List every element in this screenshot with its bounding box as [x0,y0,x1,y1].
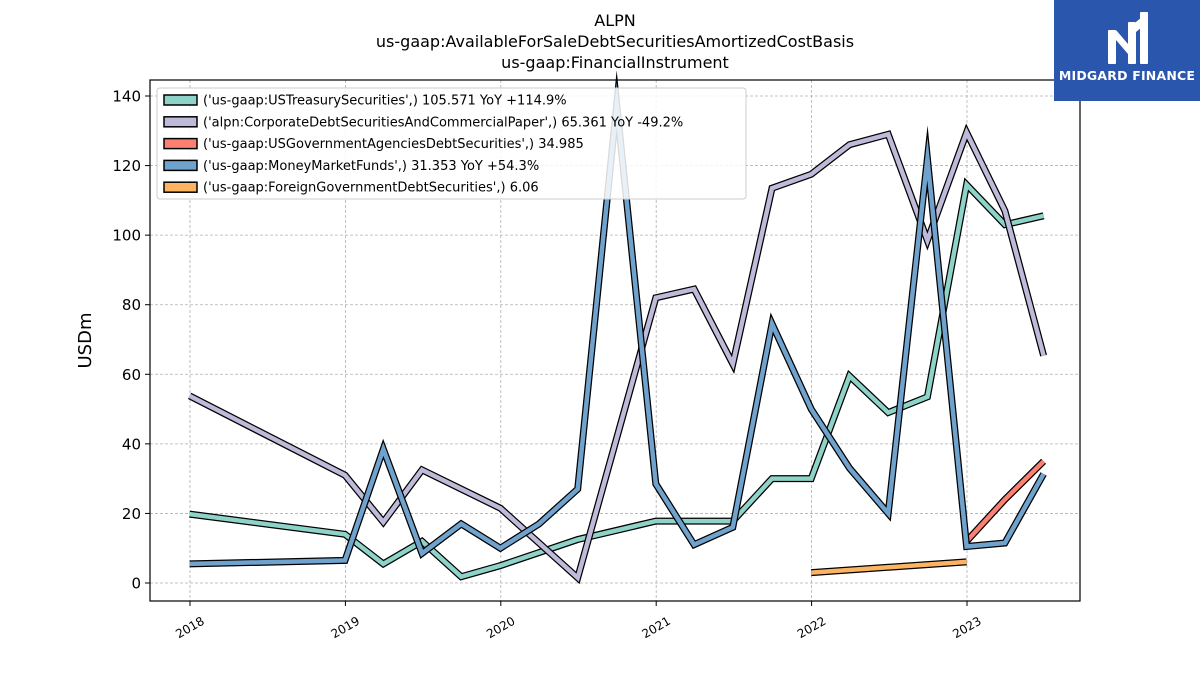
x-tick-label: 2023 [950,614,983,641]
x-tick-label: 2018 [173,614,206,641]
legend-swatch [163,137,198,150]
x-tick-label: 2021 [639,614,672,641]
y-tick-label: 120 [112,157,141,175]
legend-label: ('us-gaap:USTreasurySecurities',) 105.57… [203,94,567,109]
series-line [188,123,1047,585]
chart-title-line: us-gaap:AvailableForSaleDebtSecuritiesAm… [376,32,854,51]
y-tick-label: 0 [131,575,141,593]
legend-swatch [163,159,198,172]
chart-title: ALPN us-gaap:AvailableForSaleDebtSecuriti… [376,11,854,72]
logo-mark-icon [1108,12,1148,64]
x-tick-label: 2020 [484,614,517,641]
y-axis-label: USDm [75,313,96,369]
logo-text: MIDGARD FINANCE [1058,68,1196,83]
legend-swatch [163,94,198,106]
plot-frame [149,79,1081,602]
x-tick-label: 2022 [795,614,828,641]
legend: ('us-gaap:USTreasurySecurities',) 105.57… [156,87,747,200]
x-tick-label: 2019 [329,614,362,641]
legend-swatch [163,116,198,128]
series-stroke [964,459,1046,543]
y-tick-label: 100 [112,227,141,245]
legend-label: ('alpn:CorporateDebtSecuritiesAndCommerc… [203,115,683,130]
y-tick-label: 60 [122,366,141,384]
series-line [810,558,967,577]
chart-title-line: ALPN [594,11,635,30]
legend-label: ('us-gaap:USGovernmentAgenciesDebtSecuri… [203,137,584,152]
y-tick-label: 40 [122,435,141,453]
series-stroke [188,126,1046,582]
series-stroke [811,559,967,575]
chart-title-line: us-gaap:FinancialInstrument [501,53,729,72]
legend-swatch [163,181,198,193]
midgard-finance-logo: MIDGARD FINANCE [1054,0,1200,101]
y-tick-label: 80 [122,296,141,314]
legend-label: ('us-gaap:ForeignGovernmentDebtSecuritie… [203,181,539,196]
series-line [964,458,1047,544]
series-line [189,70,1047,568]
y-tick-label: 140 [112,88,141,106]
legend-box [156,87,747,200]
series-stroke [189,82,1046,567]
y-tick-label: 20 [122,505,141,523]
legend-label: ('us-gaap:MoneyMarketFunds',) 31.353 YoY… [203,159,539,174]
series-lines [188,70,1047,585]
